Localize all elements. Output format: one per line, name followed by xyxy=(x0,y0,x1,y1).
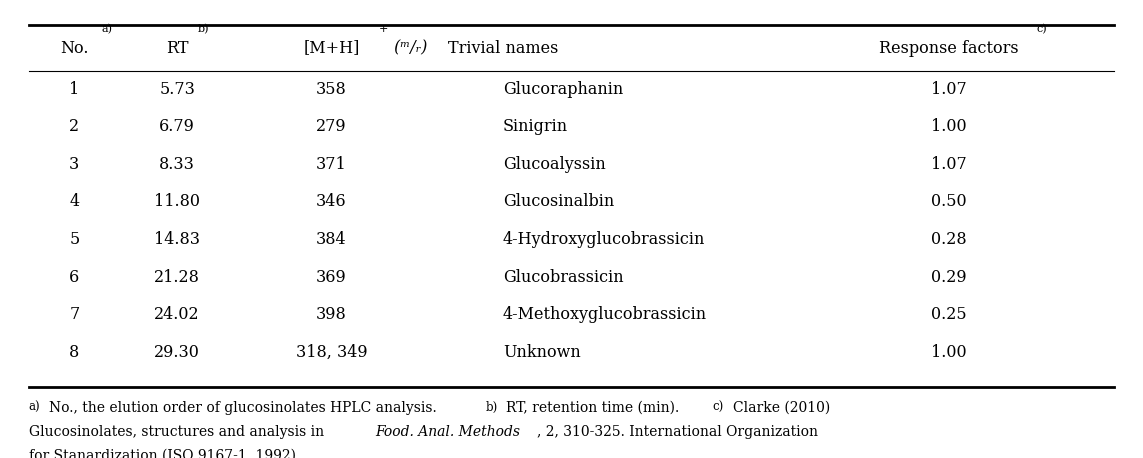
Text: 24.02: 24.02 xyxy=(154,306,200,323)
Text: 6.79: 6.79 xyxy=(159,118,195,136)
Text: 279: 279 xyxy=(317,118,346,136)
Text: 1.00: 1.00 xyxy=(930,118,967,136)
Text: 5.73: 5.73 xyxy=(159,81,195,98)
Text: 8.33: 8.33 xyxy=(159,156,195,173)
Text: 0.25: 0.25 xyxy=(930,306,967,323)
Text: 7: 7 xyxy=(70,306,79,323)
Text: 1.00: 1.00 xyxy=(930,344,967,361)
Text: Sinigrin: Sinigrin xyxy=(503,118,568,136)
Text: 29.30: 29.30 xyxy=(154,344,200,361)
Text: 371: 371 xyxy=(317,156,346,173)
Text: 0.29: 0.29 xyxy=(930,268,967,286)
Text: Glucosinolates, structures and analysis in: Glucosinolates, structures and analysis … xyxy=(29,425,328,439)
Text: Clarke (2010): Clarke (2010) xyxy=(733,401,830,415)
Text: a): a) xyxy=(102,24,113,34)
Text: Trivial names: Trivial names xyxy=(448,39,558,57)
Text: 0.50: 0.50 xyxy=(930,193,967,211)
Text: Food. Anal. Methods: Food. Anal. Methods xyxy=(375,425,520,439)
Text: Glucobrassicin: Glucobrassicin xyxy=(503,268,624,286)
Text: No.: No. xyxy=(61,39,88,57)
Text: 3: 3 xyxy=(70,156,79,173)
Text: 384: 384 xyxy=(317,231,346,248)
Text: Response factors: Response factors xyxy=(879,39,1018,57)
Text: Glucoalyssin: Glucoalyssin xyxy=(503,156,606,173)
Text: 5: 5 xyxy=(70,231,79,248)
Text: c): c) xyxy=(712,401,724,414)
Text: b): b) xyxy=(486,401,498,414)
Text: RT, retention time (min).: RT, retention time (min). xyxy=(506,401,684,415)
Text: 318, 349: 318, 349 xyxy=(296,344,367,361)
Text: 11.80: 11.80 xyxy=(154,193,200,211)
Text: 358: 358 xyxy=(317,81,346,98)
Text: 14.83: 14.83 xyxy=(154,231,200,248)
Text: 369: 369 xyxy=(317,268,346,286)
Text: , 2, 310-325. International Organization: , 2, 310-325. International Organization xyxy=(537,425,818,439)
Text: 1: 1 xyxy=(70,81,79,98)
Text: RT: RT xyxy=(166,39,189,57)
Text: [M+H]: [M+H] xyxy=(303,39,360,57)
Text: 4-Hydroxyglucobrassicin: 4-Hydroxyglucobrassicin xyxy=(503,231,705,248)
Text: 1.07: 1.07 xyxy=(930,81,967,98)
Text: (ᵐ/ᵣ): (ᵐ/ᵣ) xyxy=(389,39,427,57)
Text: 6: 6 xyxy=(70,268,79,286)
Text: 0.28: 0.28 xyxy=(930,231,967,248)
Text: Glucoraphanin: Glucoraphanin xyxy=(503,81,623,98)
Text: 346: 346 xyxy=(317,193,346,211)
Text: 21.28: 21.28 xyxy=(154,268,200,286)
Text: 4: 4 xyxy=(70,193,79,211)
Text: 398: 398 xyxy=(317,306,346,323)
Text: 8: 8 xyxy=(70,344,79,361)
Text: for Stanardization (ISO 9167-1, 1992).: for Stanardization (ISO 9167-1, 1992). xyxy=(29,448,299,458)
Text: +: + xyxy=(378,24,387,34)
Text: b): b) xyxy=(198,24,209,34)
Text: No., the elution order of glucosinolates HPLC analysis.: No., the elution order of glucosinolates… xyxy=(49,401,441,415)
Text: 2: 2 xyxy=(70,118,79,136)
Text: Glucosinalbin: Glucosinalbin xyxy=(503,193,614,211)
Text: c): c) xyxy=(1037,24,1047,34)
Text: Unknown: Unknown xyxy=(503,344,581,361)
Text: 4-Methoxyglucobrassicin: 4-Methoxyglucobrassicin xyxy=(503,306,708,323)
Text: a): a) xyxy=(29,401,40,414)
Text: 1.07: 1.07 xyxy=(930,156,967,173)
